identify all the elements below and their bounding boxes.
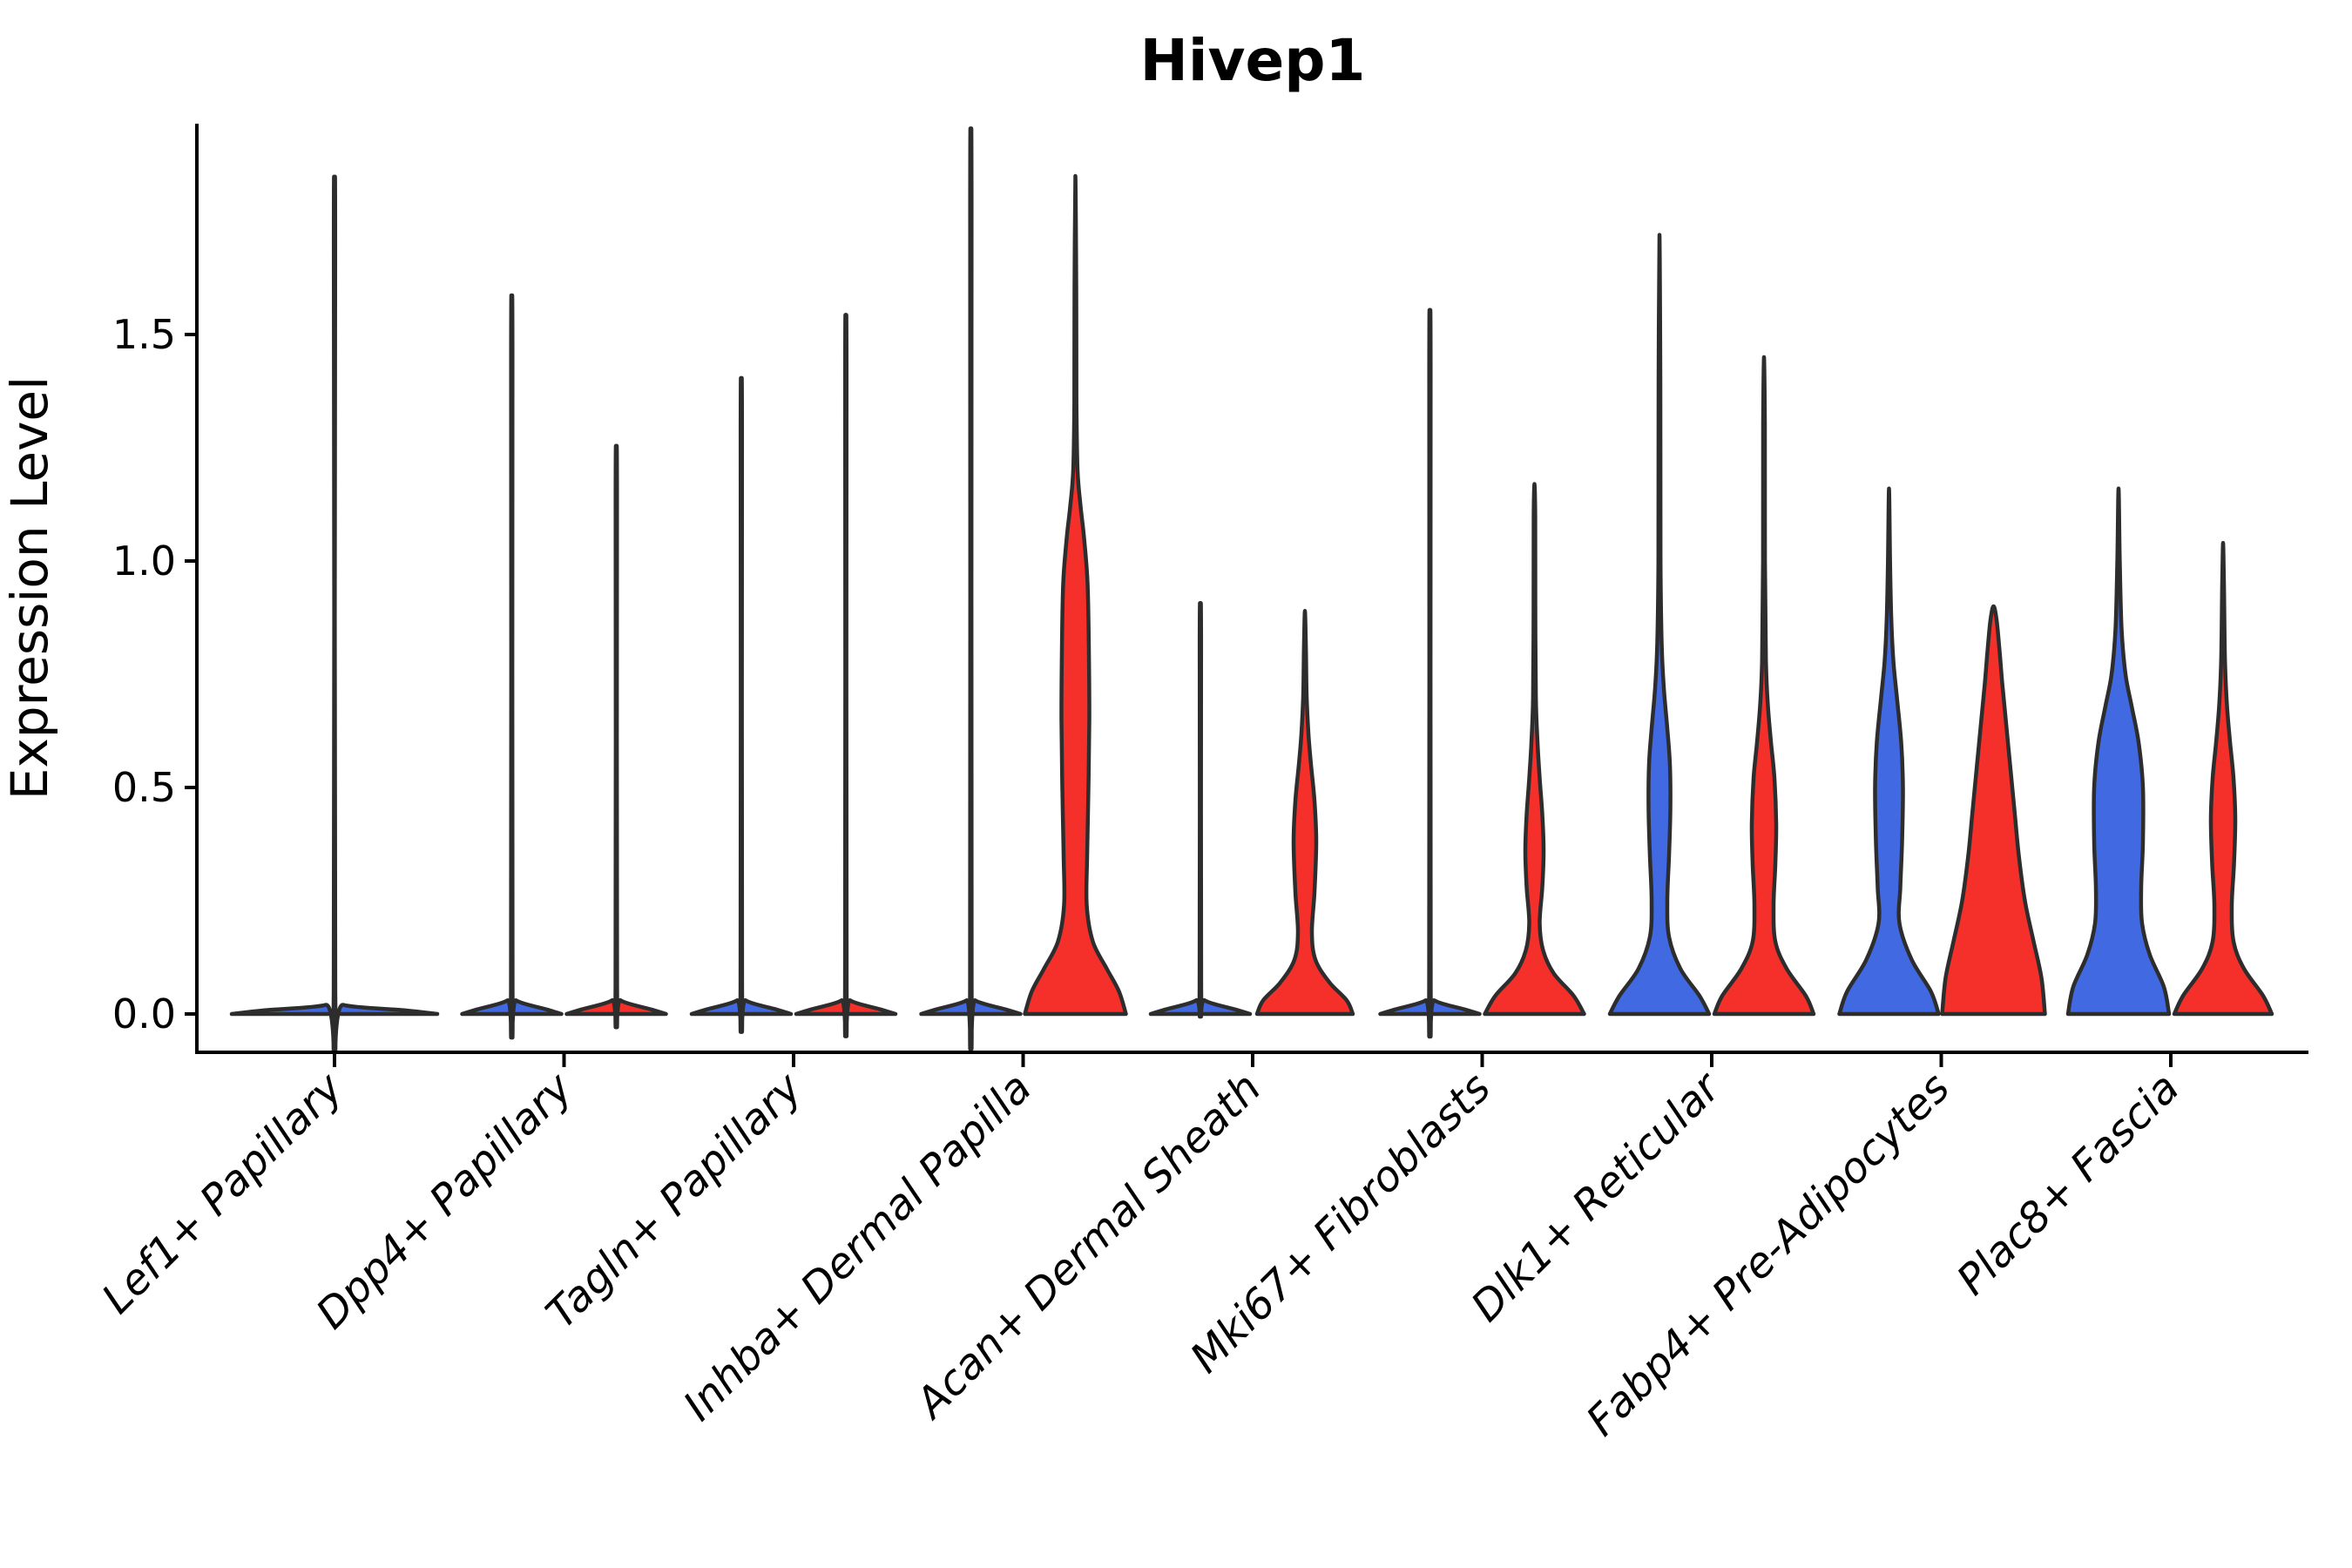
violin-cat1-blue (460, 293, 564, 1040)
violin-cat5-red (1483, 482, 1586, 1017)
y-tick-label: 0.5 (112, 764, 176, 811)
chart-title: Hivep1 (1140, 27, 1366, 94)
violin-cat3-blue (919, 126, 1023, 1051)
violin-cat2-blue (689, 375, 794, 1034)
y-tick-label: 0.0 (112, 990, 176, 1037)
y-axis-title: Expression Level (0, 376, 59, 800)
x-category-label: Dlk1+ Reticular (1462, 1062, 1732, 1332)
violin-cat6-blue (1607, 233, 1712, 1017)
violin-cat8-blue (2065, 486, 2172, 1017)
violin-cat1-red (564, 443, 668, 1030)
violin-cat0-blue (229, 174, 440, 1053)
x-category-label: Dpp4+ Papillary (307, 1063, 582, 1338)
violin-cat4-red (1254, 608, 1355, 1017)
violin-cat4-blue (1148, 601, 1253, 1019)
y-tick-label: 1.0 (112, 537, 176, 585)
x-category-label: Fabp4+ Pre-Adipocytes (1577, 1064, 1959, 1446)
violin-cat5-blue (1378, 308, 1482, 1039)
violin-cat2-red (794, 313, 898, 1038)
violin-cat7-red (1940, 604, 2047, 1017)
violin-cat3-red (1023, 173, 1128, 1017)
violin-cat7-blue (1837, 486, 1941, 1017)
violins (229, 126, 2274, 1053)
violin-cat6-red (1712, 355, 1816, 1017)
y-tick-label: 1.5 (112, 311, 176, 358)
violin-cat8-red (2172, 540, 2274, 1017)
x-category-label: Tagln+ Papillary (537, 1063, 812, 1338)
x-category-label: Lef1+ Papillary (92, 1063, 353, 1323)
x-category-label: Plac8+ Fascia (1948, 1064, 2189, 1305)
